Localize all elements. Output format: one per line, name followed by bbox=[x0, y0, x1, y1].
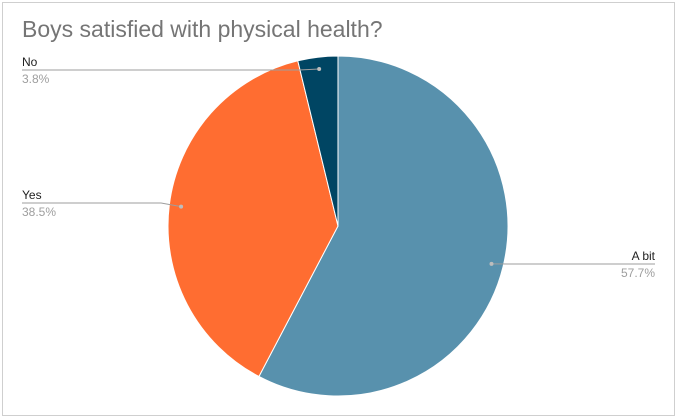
pie-slice-yes bbox=[167, 60, 339, 378]
slice-percent-a-bit: 57.7% bbox=[621, 266, 655, 280]
slice-label-a-bit: A bit bbox=[632, 249, 656, 263]
pie-leader-lines bbox=[22, 67, 655, 266]
pie-slice-no bbox=[297, 55, 339, 227]
chart-title: Boys satisfied with physical health? bbox=[22, 16, 383, 42]
leader-dot-yes bbox=[179, 204, 184, 209]
slice-percent-no: 3.8% bbox=[22, 72, 50, 86]
leader-line-no bbox=[22, 68, 320, 71]
pie-slices bbox=[167, 55, 509, 397]
slice-label-yes: Yes bbox=[22, 188, 42, 202]
pie-slice-a-bit bbox=[258, 55, 509, 397]
slice-percent-yes: 38.5% bbox=[22, 205, 56, 219]
slice-label-no: No bbox=[22, 55, 38, 69]
leader-dot-a-bit bbox=[489, 261, 494, 266]
pie-labels: A bit 57.7% Yes 38.5% No 3.8% bbox=[22, 55, 656, 280]
leader-line-yes bbox=[22, 202, 182, 208]
leader-dot-no bbox=[317, 67, 322, 72]
